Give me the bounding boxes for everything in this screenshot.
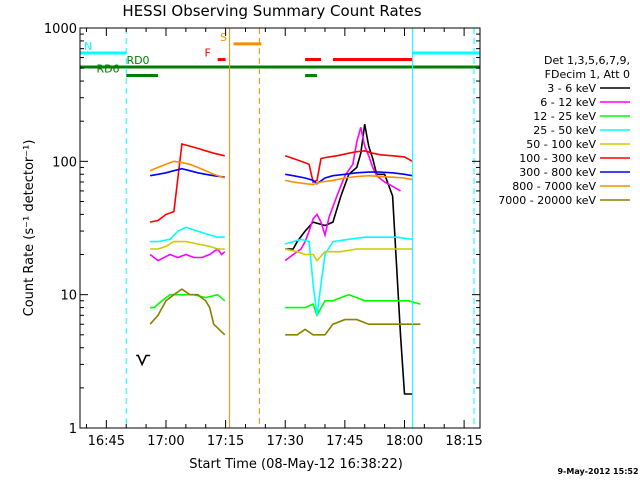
band-label-rd0: RD0 [126,54,149,67]
series-line-25-50-kev-0 [150,226,225,243]
series-line-100-300-kev-1 [284,149,413,184]
legend-label-50-100-kev: 50 - 100 keV [526,138,596,151]
legend-label-300-800-kev: 300 - 800 keV [519,166,596,179]
legend-label-100-300-kev: 100 - 300 keV [519,152,596,165]
y-axis-label: Count Rate (s⁻¹ detector⁻¹) [22,140,37,317]
x-tick-label-3: 17:30 [266,434,303,449]
footer-date: 9-May-2012 15:52 [557,467,638,476]
axes: 16:45 17:00 17:15 17:30 17:45 18:00 18:15 1 10 10… [44,22,483,449]
x-tick-label-6: 18:15 [445,434,482,449]
x-tick-label-0: 16:45 [88,434,125,449]
series-line-50-100-kev-1 [285,248,413,262]
legend-label-25-50-kev: 25 - 50 keV [533,124,596,137]
legend-label-6-12-kev: 6 - 12 keV [540,96,596,109]
legend-header-0: Det 1,3,5,6,7,9, [544,54,630,67]
y-tick-label-0: 1 [69,422,77,437]
legend-label-3-6-kev: 3 - 6 keV [547,82,596,95]
band-label-n: N [84,40,92,53]
series-line-6-12-kev-0 [149,247,226,262]
x-tick-label-5: 18:00 [386,434,423,449]
x-axis-label: Start Time (08-May-12 16:38:22) [189,457,403,472]
time-markers [125,28,475,428]
legend-label-12-25-kev: 12 - 25 keV [533,110,596,123]
flag-bands: N SF RD0 RD6 [80,31,480,78]
series-line-300-800-kev-0 [149,167,225,178]
series-line-7000-20000-kev-0 [149,288,226,336]
y-tick-label-3: 1000 [44,22,77,37]
legend-label-800-7000-kev: 800 - 7000 keV [512,180,596,193]
y-tick-label-1: 10 [60,289,77,304]
series-line-300-800-kev-1 [285,171,413,185]
series-line-25-50-kev-1 [284,236,413,316]
series-line-3-6-kev-0 [136,354,151,367]
x-tick-label-2: 17:15 [207,434,244,449]
chart-title: HESSI Observing Summary Count Rates [122,2,421,20]
series-line-800-7000-kev-0 [149,160,226,179]
band-label-s: S [220,31,227,44]
series-line-12-25-kev-0 [150,293,226,309]
series-line-12-25-kev-1 [285,293,421,318]
y-tick-label-2: 100 [52,155,77,170]
series-line-50-100-kev-0 [150,240,225,250]
band-label-rd6: RD6 [96,63,119,76]
x-tick-label-4: 17:45 [326,434,363,449]
x-tick-label-1: 17:00 [147,434,184,449]
plot-frame [79,27,481,429]
series-lines [136,124,421,395]
legend: Det 1,3,5,6,7,9,FDecim 1, Att 03 - 6 keV… [498,54,630,207]
series-line-800-7000-kev-1 [285,174,413,186]
series-line-3-6-kev-1 [285,124,413,395]
legend-header-1: FDecim 1, Att 0 [545,68,630,81]
series-line-100-300-kev-0 [149,142,225,223]
series-line-7000-20000-kev-1 [285,318,421,336]
legend-label-7000-20000-kev: 7000 - 20000 keV [498,194,596,207]
band-label-f: F [204,47,210,60]
